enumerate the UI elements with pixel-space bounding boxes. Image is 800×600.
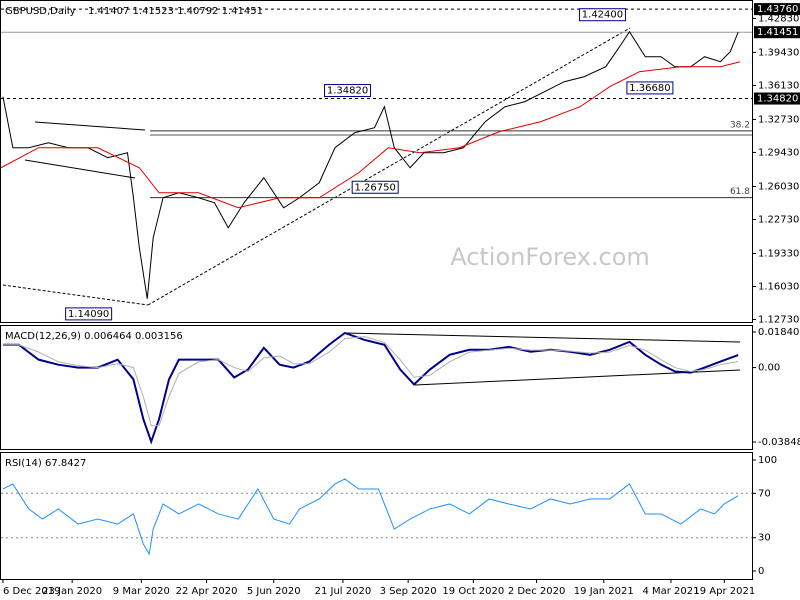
y-tick-label: 1.22730: [758, 214, 799, 225]
chart-subtitle: 1.41407 1.41523 1.40792 1.41451: [88, 6, 263, 17]
level-label: 1.41451: [757, 27, 798, 38]
chart-title: GBPUSD,Daily: [5, 6, 76, 17]
y-tick-label: -0.038483: [758, 437, 800, 448]
fib-label: 38.2: [730, 120, 750, 130]
y-tick-label: 100: [758, 455, 777, 466]
y-tick-label: 1.12730: [758, 314, 799, 325]
y-tick-label: 0: [758, 566, 764, 577]
y-tick-label: 1.29430: [758, 147, 799, 158]
y-tick-label: 0.018403: [758, 327, 800, 338]
series-line: [2, 30, 739, 299]
price-frame: [0, 0, 753, 323]
level-label-box: [754, 3, 800, 16]
annotation-box: [65, 307, 113, 321]
level-label-box: [754, 92, 800, 105]
y-tick-label: 30: [758, 533, 771, 544]
fib-label: 61.8: [730, 187, 750, 197]
x-tick-label: 22 Apr 2020: [176, 586, 238, 597]
level-label: 1.34820: [757, 94, 798, 105]
rsi-frame: [0, 452, 753, 580]
annotation-box: [324, 84, 372, 98]
x-tick-label: 9 Mar 2020: [113, 586, 170, 597]
channel-line: [34, 121, 146, 131]
x-tick-label: 4 Mar 2021: [642, 586, 699, 597]
chart-title: RSI(14) 67.8427: [5, 458, 86, 469]
annotation-box: [351, 180, 399, 194]
level-label: 1.43760: [757, 4, 798, 15]
macd-frame: [0, 325, 753, 450]
annotation-label: 1.36680: [629, 83, 670, 94]
level-label-box: [754, 26, 800, 39]
y-tick-label: 70: [758, 488, 771, 499]
watermark: ActionForex.com: [450, 243, 650, 271]
trendlines: [2, 27, 752, 386]
y-tick-label: 1.36130: [758, 80, 799, 91]
series-line: [0, 61, 741, 209]
x-tick-label: 21 Jul 2020: [315, 586, 372, 597]
y-tick-label: 0.00: [758, 363, 780, 374]
x-tick-label: 5 Jun 2020: [247, 586, 301, 597]
trendline: [2, 284, 149, 306]
series-line: [2, 336, 739, 427]
series-line: [2, 331, 739, 445]
x-tick-label: 19 Jan 2021: [574, 586, 634, 597]
trendline: [147, 27, 631, 306]
annotation-label: 1.26750: [355, 182, 396, 193]
annotation-label: 1.14090: [68, 309, 109, 320]
annotation-label: 1.34820: [327, 86, 368, 97]
y-tick-label: 1.42830: [758, 13, 799, 24]
y-tick-label: 1.32730: [758, 114, 799, 125]
chart-title: MACD(12,26,9) 0.006464 0.003156: [5, 331, 183, 342]
channel-line: [24, 159, 136, 179]
frames: [0, 0, 753, 580]
x-tick-label: 23 Jan 2020: [42, 586, 102, 597]
annotation-box: [626, 81, 674, 95]
y-tick-label: 1.19330: [758, 248, 799, 259]
x-tick-label: 3 Sep 2020: [380, 586, 437, 597]
annotation-box: [578, 8, 626, 22]
y-tick-label: 1.26030: [758, 181, 799, 192]
y-tick-label: 1.39430: [758, 47, 799, 58]
x-tick-label: 19 Apr 2021: [693, 586, 755, 597]
x-tick-label: 2 Dec 2020: [508, 586, 566, 597]
macd-trendline: [344, 332, 741, 343]
y-tick-label: 1.16030: [758, 281, 799, 292]
x-tick-label: 6 Dec 2019: [3, 586, 61, 597]
series-line: [2, 478, 739, 556]
x-tick-label: 19 Oct 2020: [442, 586, 504, 597]
annotation-label: 1.42400: [582, 10, 623, 21]
